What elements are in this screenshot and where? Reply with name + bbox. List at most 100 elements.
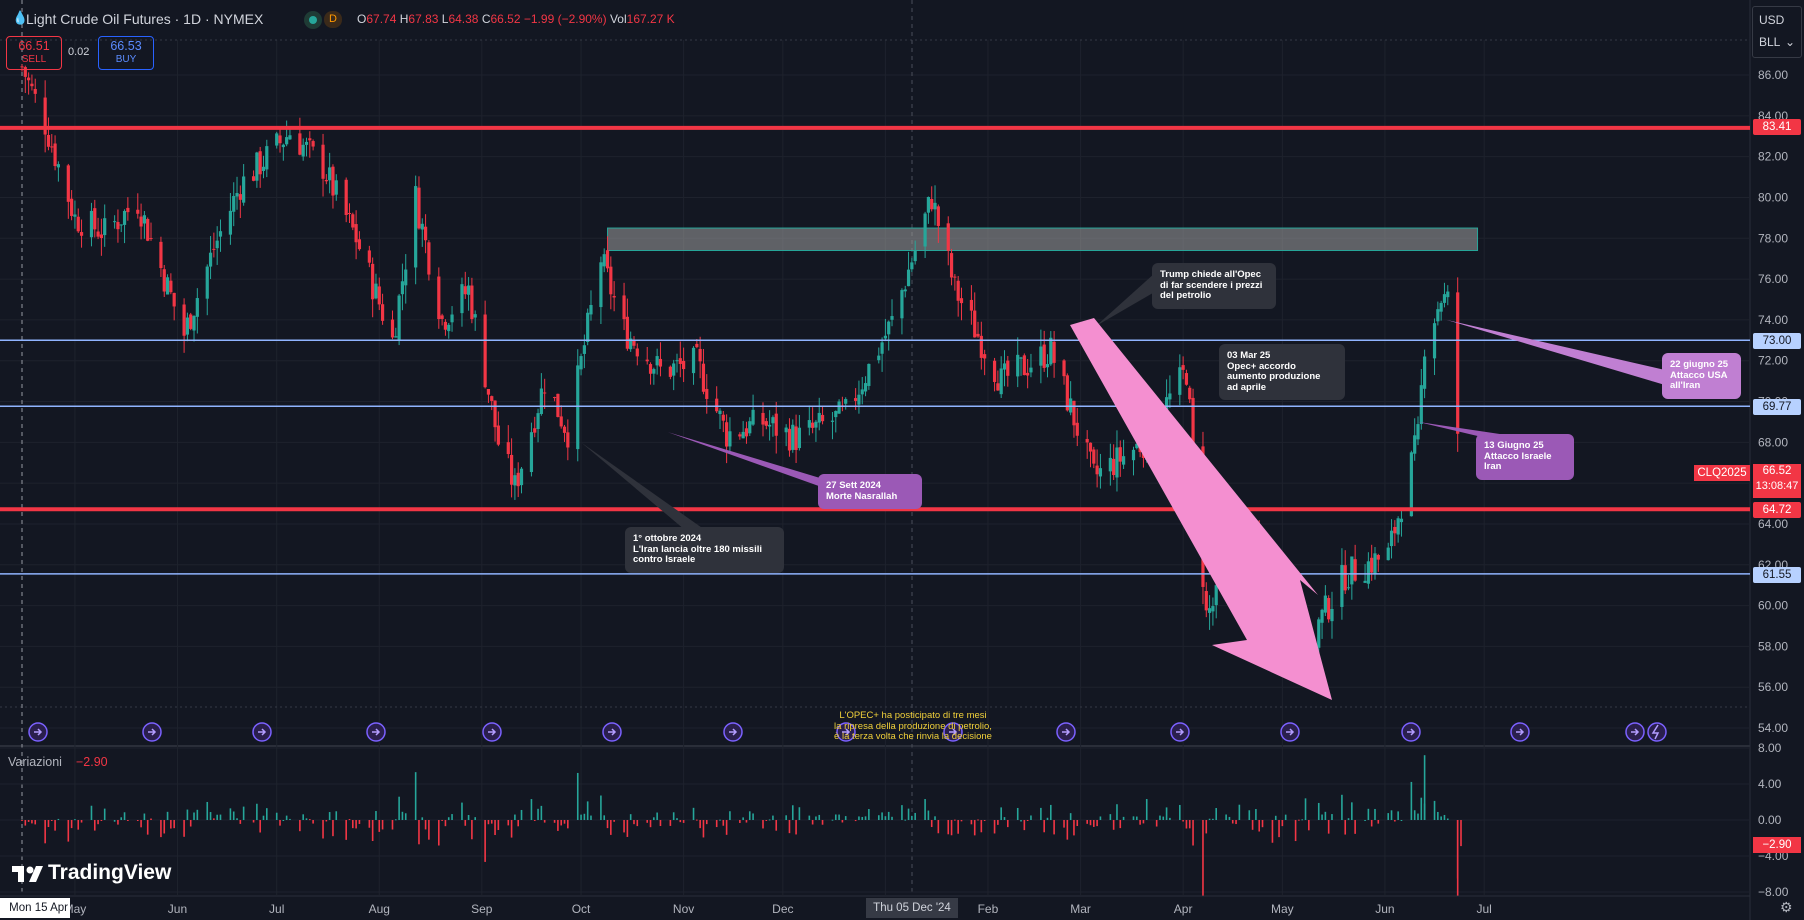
bar-countdown: 13:08:47 bbox=[1755, 480, 1799, 492]
variazioni-bar bbox=[140, 820, 142, 828]
variazioni-bar bbox=[186, 809, 189, 820]
candle-body bbox=[768, 424, 772, 427]
candle-body bbox=[837, 401, 841, 414]
variazioni-bar bbox=[1370, 820, 1373, 827]
candle-body bbox=[933, 202, 937, 210]
variazioni-bar bbox=[600, 795, 602, 820]
callout-tail-nasrallah bbox=[667, 432, 830, 490]
event-arrow-icon bbox=[34, 728, 43, 736]
x-tick-label: Dec bbox=[772, 902, 793, 916]
variazioni-bar bbox=[54, 820, 56, 831]
variazioni-bar bbox=[401, 811, 404, 820]
spread-value: 0.02 bbox=[68, 46, 90, 58]
candle-body bbox=[983, 354, 987, 359]
variazioni-bar bbox=[1006, 820, 1009, 828]
variazioni-bar bbox=[160, 820, 162, 838]
variazioni-bar bbox=[520, 809, 523, 820]
variazioni-bar bbox=[934, 816, 936, 820]
variazioni-bar bbox=[1109, 814, 1112, 820]
variazioni-bar bbox=[901, 805, 903, 820]
currency-select[interactable]: USD bbox=[1759, 13, 1785, 27]
variazioni-bar bbox=[424, 820, 427, 830]
variazioni-bar bbox=[1367, 808, 1370, 820]
resistance-zone-rect bbox=[607, 227, 1479, 251]
variazioni-bar bbox=[236, 818, 238, 820]
candle-body bbox=[1346, 587, 1351, 589]
gear-icon[interactable]: ⚙ bbox=[1780, 899, 1793, 915]
candle-body bbox=[99, 234, 103, 239]
scale-currency-menu[interactable]: USD BLL ⌄ bbox=[1752, 6, 1802, 58]
annotation-trump-opec[interactable]: Trump chiede all'Opec di far scendere i … bbox=[1152, 263, 1276, 309]
candle-body bbox=[1343, 565, 1347, 591]
event-arrow-icon bbox=[608, 728, 617, 736]
level-tag-69: 69.77 bbox=[1753, 399, 1801, 415]
candle-body bbox=[367, 250, 371, 263]
candle-body bbox=[556, 393, 560, 417]
variazioni-bar bbox=[973, 820, 976, 836]
candle-body bbox=[1072, 400, 1076, 426]
indicator-title[interactable]: Variazioni bbox=[8, 755, 62, 769]
variazioni-bar bbox=[957, 820, 959, 834]
annotation-israel-iran[interactable]: 13 Giugno 25 Attacco Israele Iran bbox=[1476, 434, 1574, 480]
variazioni-bar bbox=[1069, 813, 1072, 820]
unit-select[interactable]: BLL ⌄ bbox=[1753, 29, 1801, 51]
candle-body bbox=[1062, 360, 1066, 377]
variazioni-bar bbox=[1066, 820, 1069, 840]
annotation-nasrallah[interactable]: 27 Sett 2024 Morte Nasrallah bbox=[818, 474, 922, 509]
annotation-opec-delay[interactable]: L'OPEC+ ha posticipato di tre mesi la ri… bbox=[834, 710, 992, 742]
candle-body bbox=[122, 210, 127, 225]
y-tick-label: 54.00 bbox=[1758, 721, 1788, 735]
variazioni-bar bbox=[1096, 820, 1098, 827]
high-label: H bbox=[399, 12, 409, 26]
variazioni-bar bbox=[537, 808, 539, 820]
variazioni-bar bbox=[1374, 808, 1376, 820]
level-tag-83: 83.41 bbox=[1753, 119, 1801, 135]
variazioni-bar bbox=[90, 805, 93, 820]
buy-button[interactable]: 66.53 BUY bbox=[98, 36, 154, 70]
candle-body bbox=[261, 166, 266, 171]
variazioni-bar bbox=[1281, 820, 1284, 827]
variazioni-bar bbox=[636, 820, 639, 827]
annotation-iran-missiles[interactable]: 1° ottobre 2024 L'Iran lancia oltre 180 … bbox=[625, 527, 784, 573]
variazioni-bar bbox=[1043, 820, 1045, 833]
symbol-title[interactable]: Light Crude Oil Futures · 1D · NYMEX bbox=[26, 11, 264, 27]
change-value: −1.99 (−2.90%) bbox=[523, 12, 607, 26]
x-tick-label: Sep bbox=[471, 902, 493, 916]
variazioni-bar bbox=[1437, 811, 1439, 820]
event-arrow-icon bbox=[1286, 728, 1295, 736]
level-tag-73: 73.00 bbox=[1753, 333, 1801, 349]
variazioni-bar bbox=[1089, 820, 1092, 826]
variazioni-bar bbox=[100, 820, 103, 821]
variazioni-bar bbox=[1182, 820, 1184, 822]
variazioni-bar bbox=[74, 819, 76, 821]
variazioni-bar bbox=[772, 815, 774, 820]
x-tick-label: Oct bbox=[572, 902, 591, 916]
candle-body bbox=[331, 166, 335, 196]
candle-body bbox=[1026, 372, 1030, 376]
candle-body bbox=[784, 427, 788, 433]
variazioni-bar bbox=[1139, 820, 1141, 825]
annotation-usa-iran[interactable]: 22 giugno 25 Attacco USA all'Iran bbox=[1662, 353, 1741, 399]
candle-body bbox=[119, 224, 123, 226]
sell-button[interactable]: 66.51 SELL bbox=[6, 36, 62, 70]
variazioni-bar bbox=[173, 820, 175, 829]
candle-body bbox=[513, 475, 517, 486]
variazioni-bar bbox=[1023, 820, 1026, 831]
candle-body bbox=[427, 242, 431, 275]
candle-body bbox=[1389, 530, 1394, 547]
variazioni-bar bbox=[1003, 817, 1006, 820]
event-arrow-icon bbox=[258, 728, 267, 736]
variazioni-bar bbox=[232, 811, 235, 820]
candle-body bbox=[347, 212, 352, 214]
candle-body bbox=[602, 254, 606, 267]
variazioni-bar bbox=[209, 812, 212, 820]
variazioni-bar bbox=[1016, 807, 1019, 820]
variazioni-bar bbox=[1304, 798, 1307, 820]
variazioni-bar bbox=[745, 820, 748, 823]
variazioni-bar bbox=[1228, 816, 1231, 820]
candle-body bbox=[232, 196, 236, 212]
variazioni-bar bbox=[166, 811, 169, 820]
variazioni-bar bbox=[146, 820, 149, 835]
candle-body bbox=[797, 427, 801, 449]
annotation-opec-march[interactable]: 03 Mar 25 Opec+ accordo aumento produzio… bbox=[1219, 344, 1345, 400]
